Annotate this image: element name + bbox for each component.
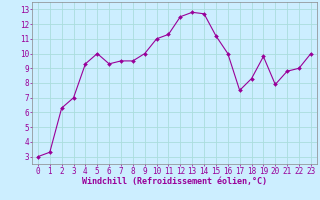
X-axis label: Windchill (Refroidissement éolien,°C): Windchill (Refroidissement éolien,°C) <box>82 177 267 186</box>
